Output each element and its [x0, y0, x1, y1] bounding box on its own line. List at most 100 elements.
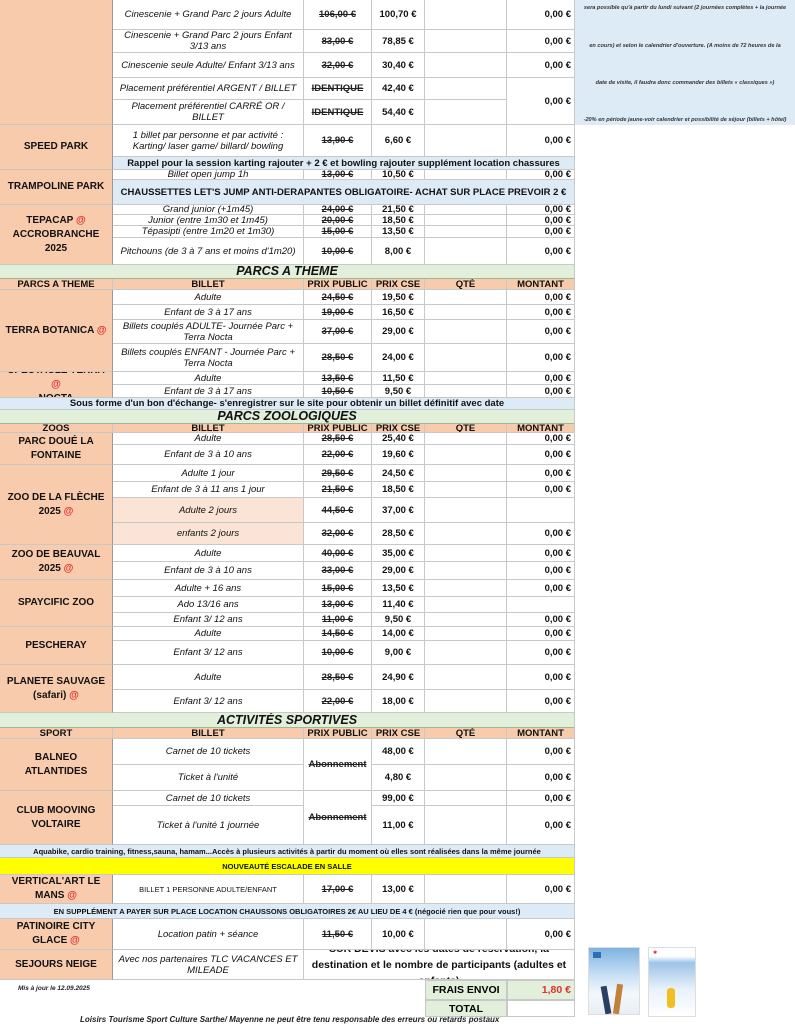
quantity-input[interactable] [425, 445, 507, 465]
quantity-input[interactable] [425, 433, 507, 445]
amount-text: 0,00 € [544, 215, 571, 226]
quantity-input[interactable] [425, 545, 507, 562]
quantity-input[interactable] [425, 482, 507, 498]
ticket-label-text: Grand junior (+1m45) [162, 205, 254, 215]
public-price: IDENTIQUE [304, 78, 372, 100]
quantity-input[interactable] [425, 0, 507, 30]
venue-label: PATINOIRE CITY GLACE [16, 921, 96, 946]
info-note: Aquabike, cardio training, fitness,sauna… [0, 845, 575, 858]
public-price: Abonnement [304, 791, 372, 845]
public-price-text: 83,00 € [321, 35, 354, 47]
venue-label: SPECTACLE TERRA [8, 372, 105, 376]
public-price-text: 44,50 € [321, 504, 354, 516]
cse-price-text: 9,00 € [384, 647, 412, 658]
online-booking-icon[interactable]: @ [66, 689, 79, 701]
quantity-input[interactable] [425, 613, 507, 627]
online-booking-icon[interactable]: @ [67, 935, 80, 946]
public-price: 13,00 € [304, 170, 372, 180]
quantity-input[interactable] [425, 238, 507, 265]
quantity-input[interactable] [425, 344, 507, 372]
quantity-input[interactable] [425, 562, 507, 580]
ticket-label-text: Enfant de 3 à 10 ans [164, 449, 252, 460]
online-booking-icon[interactable]: @ [60, 563, 74, 574]
total-label: TOTAL [425, 1000, 507, 1017]
quantity-input[interactable] [425, 597, 507, 613]
amount: 0,00 € [507, 765, 575, 791]
quantity-input[interactable] [425, 372, 507, 385]
quantity-input[interactable] [425, 215, 507, 226]
cse-price: 18,00 € [372, 690, 425, 713]
quantity-input[interactable] [425, 290, 507, 305]
cse-price-text: 6,60 € [384, 135, 412, 146]
amount-text: 0,00 € [544, 135, 571, 146]
quantity-input[interactable] [425, 523, 507, 545]
quantity-input[interactable] [425, 385, 507, 398]
quantity-input[interactable] [425, 641, 507, 665]
online-booking-icon[interactable]: @ [73, 214, 86, 226]
public-price: 28,50 € [304, 344, 372, 372]
quantity-input[interactable] [425, 806, 507, 845]
cse-price: 78,85 € [372, 30, 425, 53]
public-price-text: 24,50 € [321, 291, 354, 303]
cse-price-text: 18,00 € [382, 695, 414, 707]
public-price-text: 15,00 € [321, 582, 354, 594]
quantity-input[interactable] [425, 627, 507, 641]
ticket-label: Avec nos partenaires TLC VACANCES ET MIL… [113, 950, 304, 980]
online-booking-icon[interactable]: @ [64, 890, 77, 901]
amount-text: 0,00 € [544, 467, 571, 479]
ticket-label-text: Pitchouns (de 3 à 7 ans et moins d'1m20) [120, 245, 296, 257]
column-header-billet: BILLET [113, 424, 304, 433]
quantity-input[interactable] [425, 170, 507, 180]
amount-text: 0,00 € [544, 306, 571, 318]
cse-price: 6,60 € [372, 125, 425, 157]
quantity-input[interactable] [425, 665, 507, 690]
quantity-input[interactable] [425, 100, 507, 125]
quantity-input[interactable] [425, 53, 507, 78]
quantity-input[interactable] [425, 919, 507, 950]
quantity-input[interactable] [425, 465, 507, 482]
column-header-cse-price-text: PRIX CSE [375, 424, 421, 433]
quantity-input[interactable] [425, 305, 507, 320]
ticket-label: BILLET 1 PERSONNE ADULTE/ENFANT [113, 875, 304, 904]
amount: 0,00 € [507, 53, 575, 78]
quantity-input[interactable] [425, 320, 507, 344]
ticket-label: Enfant de 3 à 11 ans 1 jour [113, 482, 304, 498]
ticket-label-text: BILLET 1 PERSONNE ADULTE/ENFANT [139, 884, 277, 894]
column-header-amount: MONTANT [507, 424, 575, 433]
cse-price-text: 8,00 € [384, 245, 412, 257]
public-price-text: 10,00 € [321, 245, 354, 257]
quantity-input[interactable] [425, 791, 507, 806]
info-note-text: CHAUSSETTES LET'S JUMP ANTI-DERAPANTES O… [120, 186, 567, 198]
quote-note: SUR DEVIS avec les dates de réservation,… [304, 950, 575, 980]
quantity-input[interactable] [425, 30, 507, 53]
quantity-input[interactable] [425, 875, 507, 904]
quantity-input[interactable] [425, 226, 507, 238]
online-booking-icon[interactable]: @ [60, 505, 74, 517]
quantity-input[interactable] [425, 739, 507, 765]
ticket-label: Carnet de 10 tickets [113, 791, 304, 806]
quantity-input[interactable] [425, 765, 507, 791]
quantity-input[interactable] [425, 78, 507, 100]
venue-label: TRAMPOLINE PARK [7, 181, 105, 192]
online-booking-icon[interactable]: @ [51, 378, 61, 390]
cse-price-text: 54,40 € [382, 106, 414, 118]
amount-text: 0,00 € [544, 205, 571, 215]
quantity-input[interactable] [425, 205, 507, 215]
amount: 0,00 € [507, 613, 575, 627]
public-price-text: 33,00 € [321, 565, 354, 576]
amount-text: 0,00 € [544, 547, 571, 559]
quantity-input[interactable] [425, 580, 507, 597]
quantity-input[interactable] [425, 690, 507, 713]
ticket-label: Billets couplés ENFANT - Journée Parc + … [113, 344, 304, 372]
public-price: 15,00 € [304, 580, 372, 597]
amount: 0,00 € [507, 215, 575, 226]
cse-price: 14,00 € [372, 627, 425, 641]
amount: 0,00 € [507, 78, 575, 125]
venue-name [0, 0, 113, 125]
quantity-input[interactable] [425, 498, 507, 523]
quantity-input[interactable] [425, 125, 507, 157]
amount: 0,00 € [507, 545, 575, 562]
total-value[interactable] [507, 1000, 575, 1017]
public-price-text: 28,50 € [321, 433, 354, 444]
online-booking-icon[interactable]: @ [93, 324, 107, 336]
